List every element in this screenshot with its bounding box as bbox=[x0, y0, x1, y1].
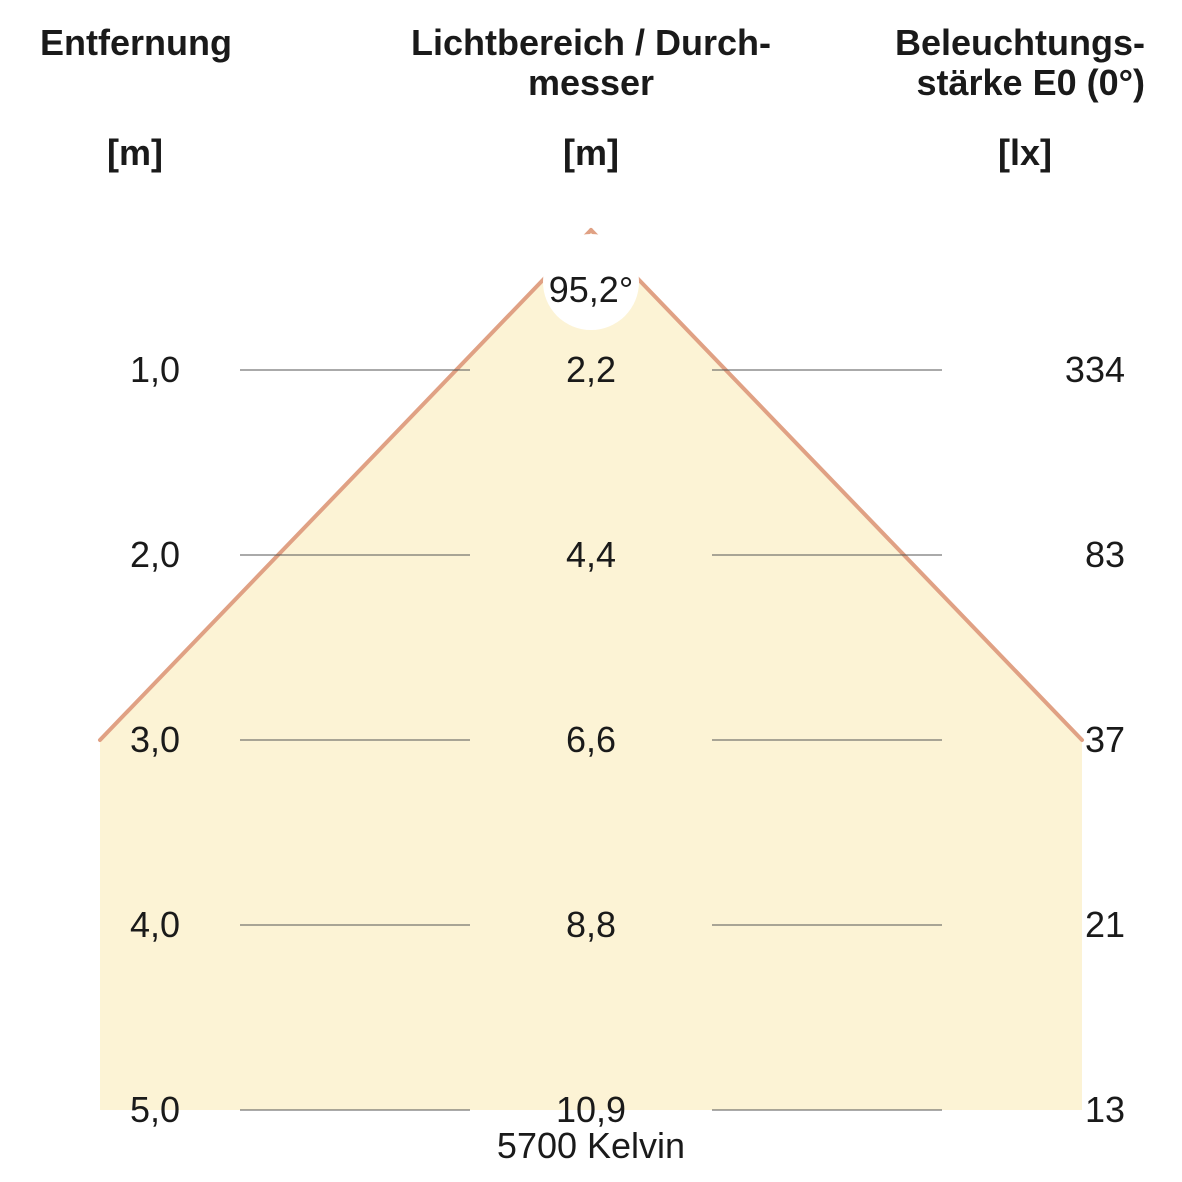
diameter-value: 6,6 bbox=[566, 719, 616, 760]
distance-value: 4,0 bbox=[130, 904, 180, 945]
diameter-value: 8,8 bbox=[566, 904, 616, 945]
distance-value: 2,0 bbox=[130, 534, 180, 575]
lux-value: 334 bbox=[1065, 349, 1125, 390]
header-center-unit: [m] bbox=[563, 132, 619, 173]
header-right-line1: Beleuchtungs- bbox=[895, 22, 1145, 63]
header-left-line1: Entfernung bbox=[40, 22, 232, 63]
color-temperature-label: 5700 Kelvin bbox=[497, 1125, 685, 1166]
light-cone-diagram: 95,2° 1,0 2,2 334 2,0 4,4 83 3,0 6,6 37 4,0 8,8 21 5,… bbox=[0, 0, 1182, 1182]
distance-value: 5,0 bbox=[130, 1089, 180, 1130]
beam-angle-label: 95,2° bbox=[549, 269, 633, 310]
header-left-unit: [m] bbox=[107, 132, 163, 173]
header-right-unit: [lx] bbox=[998, 132, 1052, 173]
diameter-value: 10,9 bbox=[556, 1089, 626, 1130]
header-center-line2: messer bbox=[528, 62, 654, 103]
lux-value: 13 bbox=[1085, 1089, 1125, 1130]
diameter-value: 4,4 bbox=[566, 534, 616, 575]
lux-value: 21 bbox=[1085, 904, 1125, 945]
header-center-line1: Lichtbereich / Durch- bbox=[411, 22, 771, 63]
header-right-line2: stärke E0 (0°) bbox=[916, 62, 1145, 103]
lux-value: 83 bbox=[1085, 534, 1125, 575]
diameter-value: 2,2 bbox=[566, 349, 616, 390]
distance-value: 1,0 bbox=[130, 349, 180, 390]
lux-value: 37 bbox=[1085, 719, 1125, 760]
distance-value: 3,0 bbox=[130, 719, 180, 760]
